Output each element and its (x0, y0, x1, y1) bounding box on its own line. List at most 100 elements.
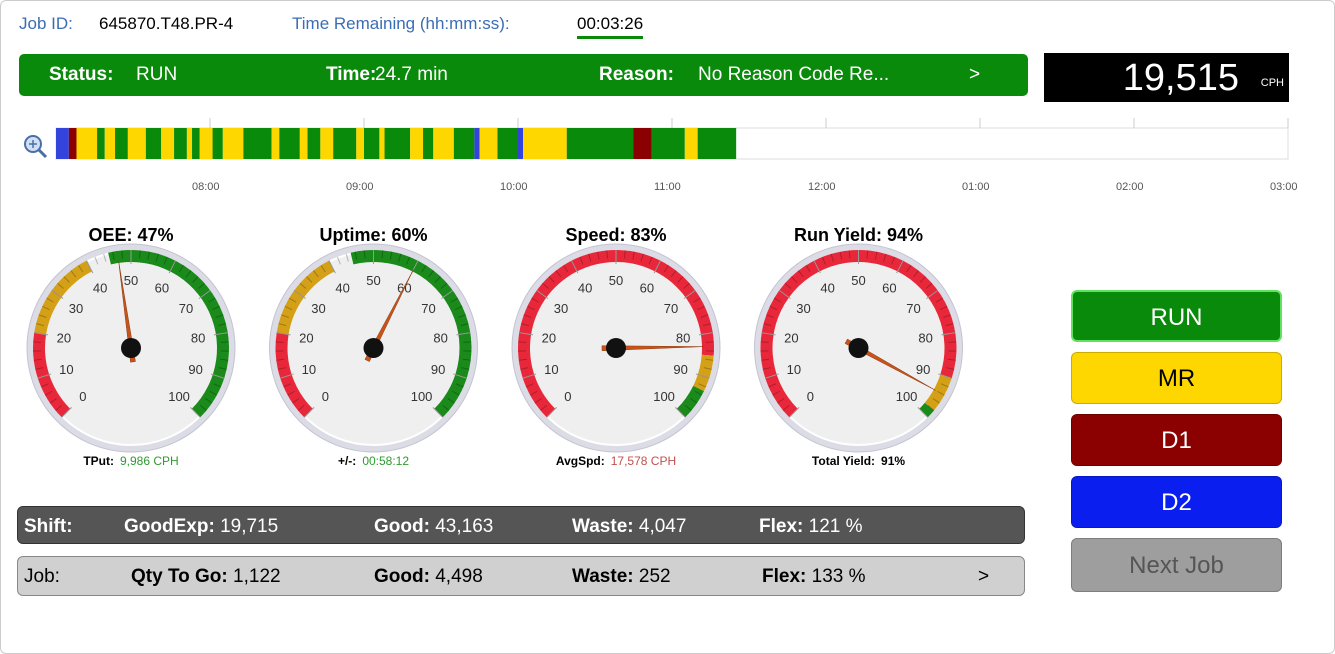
gauge-hub (121, 338, 141, 358)
timeline-segment (243, 128, 272, 159)
gauge-band (34, 260, 92, 335)
gauge-minor-tick (773, 297, 782, 303)
timeline-tick-label: 08:00 (192, 181, 220, 193)
gauge-minor-tick (138, 250, 141, 259)
gauge-footer-label: Total Yield: (812, 454, 875, 468)
gauge-minor-tick (883, 253, 887, 262)
timeline-segment (523, 128, 567, 159)
gauge-minor-tick (518, 341, 527, 343)
gauge-minor-tick (527, 305, 535, 311)
gauge-minor-tick (632, 251, 635, 260)
gauge-dial-label: 50 (366, 273, 380, 288)
job-bar[interactable]: Job: Qty To Go: 1,122 Good: 4,498 Waste:… (17, 556, 1025, 596)
gauge-band (33, 332, 71, 418)
gauge-band (693, 354, 714, 392)
gauge-minor-tick (946, 367, 955, 370)
gauge-dial-label: 0 (564, 389, 571, 404)
gauge-minor-tick (440, 282, 448, 289)
gauge-dial-label: 90 (916, 362, 930, 377)
gauge-dial-label: 90 (188, 362, 202, 377)
gauge-minor-tick (927, 404, 935, 411)
gauge-minor-tick (55, 404, 62, 411)
job-label: Job: (24, 566, 60, 587)
gauge-minor-tick (848, 250, 851, 259)
timeline-segment (433, 128, 454, 159)
timeline-segment (68, 128, 77, 159)
gauge-minor-tick (42, 305, 50, 311)
gauge-minor-tick (705, 358, 714, 361)
job-item-label: Waste: (572, 566, 634, 587)
gauge-minor-tick (766, 314, 774, 318)
timeline-segment (97, 128, 105, 159)
gauge-minor-tick (463, 341, 472, 343)
gauge-footer-value: 9,986 CPH (120, 454, 179, 468)
timeline-segment (320, 128, 334, 159)
gauge-footer: Total Yield: 91% (812, 454, 905, 468)
state-button[interactable]: D2 (1071, 476, 1282, 528)
gauge-minor-tick (147, 251, 150, 260)
gauge-major-tick (813, 260, 821, 274)
shift-item-label: Waste: (572, 516, 634, 537)
gauge-minor-tick (112, 251, 115, 260)
gauge-major-tick (61, 407, 72, 418)
gauge-footer-value: 91% (881, 454, 905, 468)
gauge-minor-tick (698, 383, 707, 388)
more-arrow: > (969, 64, 981, 85)
gauge-minor-tick (155, 253, 159, 262)
gauge-minor-tick (534, 398, 542, 404)
gauge-minor-tick (821, 256, 826, 265)
gauge-minor-tick (462, 358, 471, 361)
gauge-minor-tick (697, 305, 705, 311)
gauge-major-tick (788, 407, 800, 418)
state-button[interactable]: RUN (1071, 290, 1282, 342)
state-button[interactable]: D1 (1071, 414, 1282, 466)
more-arrow: > (978, 566, 990, 587)
timeline-tick-label: 01:00 (962, 181, 990, 193)
timeline-segment (364, 128, 380, 159)
gauge-minor-tick (185, 270, 192, 278)
gauge-minor-tick (398, 253, 402, 262)
time-remaining-label: Time Remaining (hh:mm:ss): (292, 14, 510, 33)
gauge-footer-value: 17,578 CPH (611, 454, 676, 468)
gauge-band (275, 332, 313, 418)
gauge-minor-tick (648, 256, 653, 265)
gauge-band (350, 249, 472, 418)
gauge-minor-tick (336, 256, 341, 265)
next-job-button[interactable]: Next Job (1071, 538, 1282, 592)
gauge-minor-tick (57, 282, 64, 289)
status-bar[interactable]: Status: RUN Time: 24.7 min Reason: No Re… (19, 54, 1028, 96)
timeline-segment (145, 128, 162, 159)
gauge-minor-tick (677, 276, 684, 283)
gauge-minor-tick (284, 305, 293, 311)
state-button[interactable]: MR (1071, 352, 1282, 404)
gauge-dial-label: 20 (784, 330, 798, 345)
gauge-minor-tick (685, 404, 692, 411)
gauge-minor-tick (218, 323, 227, 327)
shift-label: Shift: (24, 516, 73, 537)
gauge-needle (118, 260, 136, 363)
gauge-minor-tick (209, 390, 218, 396)
gauge-major-tick (328, 260, 336, 274)
gauge-dial-label: 50 (609, 273, 623, 288)
gauge-major-tick (432, 407, 444, 418)
gauge-minor-tick (531, 297, 539, 303)
gauge-dial-label: 10 (59, 362, 73, 377)
zoom-icon[interactable] (24, 135, 48, 159)
timeline-tick-label: 11:00 (654, 181, 681, 193)
time: 24.7 min (375, 64, 448, 85)
gauge-dial-label: 80 (433, 330, 447, 345)
gauge-minor-tick (213, 383, 222, 388)
timeline-tick-label: 09:00 (346, 181, 374, 193)
gauge-minor-tick (452, 390, 460, 396)
gauge-minor-tick (281, 314, 289, 318)
timeline-segment (104, 128, 116, 159)
gauge-minor-tick (458, 314, 466, 318)
gauge-major-tick (303, 407, 315, 418)
gauge-minor-tick (49, 398, 57, 404)
gauge-minor-tick (218, 367, 227, 370)
gauge-major-tick (695, 373, 710, 379)
gauge-major-tick (546, 407, 557, 418)
gauge-minor-tick (540, 404, 547, 411)
timeline-segment (518, 128, 524, 159)
timeline-segment (423, 128, 434, 159)
